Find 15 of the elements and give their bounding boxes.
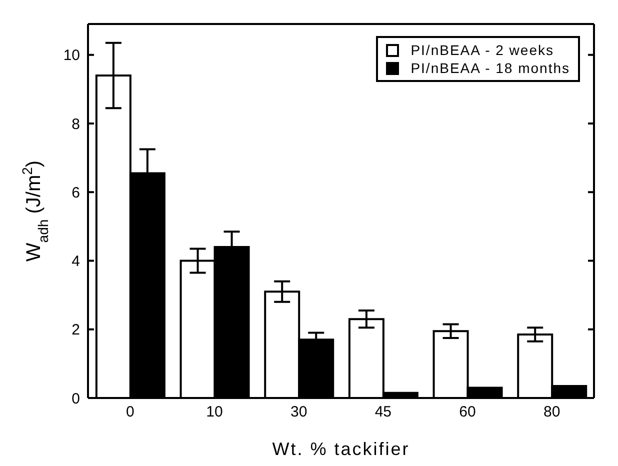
y-tick-label: 0 xyxy=(72,390,80,408)
x-tick-label: 60 xyxy=(459,404,476,421)
legend-label: PI/nBEAA - 18 months xyxy=(410,59,570,77)
y-tick-label: 10 xyxy=(63,47,80,64)
x-tick-label: 0 xyxy=(126,404,134,421)
y-tick-label: 2 xyxy=(72,322,80,339)
y-tick-label: 6 xyxy=(72,184,80,202)
x-tick-label: 10 xyxy=(206,404,223,421)
x-tick-label: 80 xyxy=(543,404,560,421)
y-tick-label: 4 xyxy=(72,253,80,270)
x-tick-label: 45 xyxy=(374,404,392,421)
legend-label: PI/nBEAA - 2 weeks xyxy=(410,41,554,59)
y-tick-label: 8 xyxy=(72,116,80,133)
x-axis-title: Wt. % tackifier xyxy=(272,438,410,459)
x-tick-label: 30 xyxy=(290,404,308,421)
